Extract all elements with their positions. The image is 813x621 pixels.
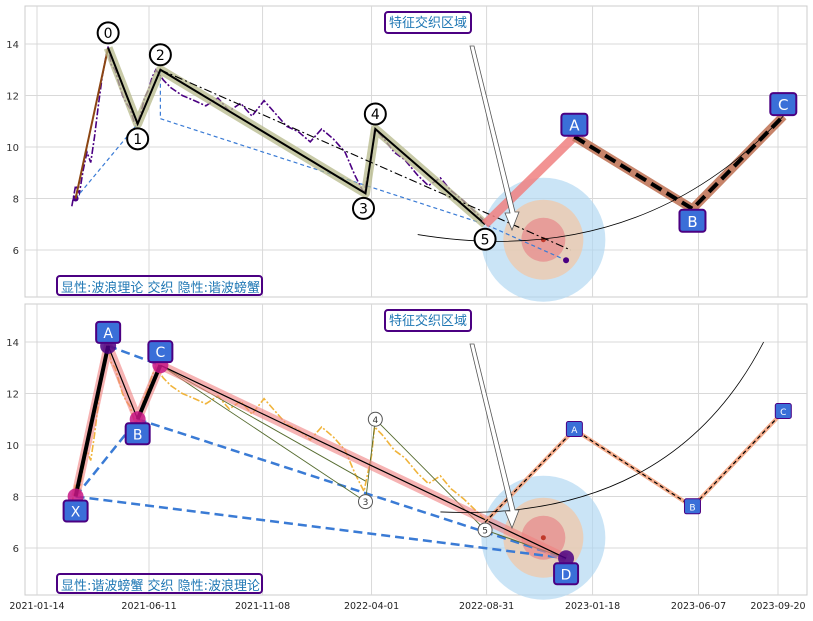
y-tick-label: 14 [6, 338, 19, 349]
forecast-label-box [683, 498, 701, 515]
crab-label-box [124, 422, 151, 446]
annotation-title: 特征交织区域 [389, 15, 467, 31]
forecast-label-box [565, 421, 583, 438]
y-tick-label: 10 [6, 143, 19, 154]
hidden-wave-label-circle [367, 411, 383, 427]
forecast-label: C [778, 96, 788, 114]
crab-bd-line [137, 418, 567, 560]
forecast-label-box [678, 208, 707, 233]
crab-ab-leg [107, 345, 139, 420]
legend-text: 显性:谐波螃蟹 交织 隐性:波浪理论 [61, 578, 260, 594]
wave-label: 5 [481, 232, 490, 248]
crab-cd-leg [160, 364, 567, 559]
x-tick-label: 2023-01-18 [565, 601, 620, 612]
y-tick-label: 6 [13, 246, 19, 257]
crab-xb-line [74, 418, 139, 498]
wave-label-circle [126, 127, 150, 151]
y-tick-label: 12 [6, 390, 19, 401]
plot-area [24, 303, 808, 596]
arrow-to-zone [469, 45, 520, 232]
forecast-label: B [689, 503, 695, 513]
y-tick-label: 8 [13, 493, 19, 504]
wave-label-circle [96, 21, 120, 45]
crab-label-box [95, 320, 122, 344]
x-tick-label: 2022-04-01 [344, 601, 399, 612]
wave-label: 0 [104, 26, 113, 42]
wave-label-circle [148, 43, 172, 67]
x-tick-label: 2023-09-20 [750, 601, 805, 612]
target-zone-center [540, 535, 546, 541]
x-tick-label: 2021-11-08 [235, 601, 290, 612]
crab-label-box [147, 340, 174, 364]
hidden-d-dot [563, 257, 570, 264]
crab-xd-line [75, 495, 567, 560]
annotation-title-box [384, 11, 472, 34]
x-tick-label: 2021-01-14 [9, 601, 64, 612]
annotation-title: 特征交织区域 [389, 313, 467, 329]
y-tick-label: 14 [6, 40, 19, 51]
x-tick-label: 2023-06-07 [671, 601, 726, 612]
time-arc [440, 341, 764, 513]
hidden-wave-label: 3 [363, 498, 369, 508]
hidden-wave-label: 5 [482, 526, 488, 536]
crab-label-box [553, 562, 580, 586]
y-tick-label: 10 [6, 441, 19, 452]
hidden-wave-label-circle [357, 494, 373, 510]
forecast-line [484, 411, 784, 523]
crab-bc-leg [135, 364, 163, 421]
y-tick-label: 8 [13, 195, 19, 206]
crab-label-box [62, 499, 89, 523]
forecast-label: A [571, 426, 578, 436]
forecast-line [573, 114, 785, 212]
wave-label-circle [351, 196, 375, 220]
start-leg [74, 47, 110, 199]
wave-label: 1 [133, 132, 142, 148]
legend-box [56, 275, 263, 296]
forecast-label-box [560, 112, 589, 137]
x-tick-label: 2021-06-11 [121, 601, 176, 612]
wave-label-circle [473, 227, 497, 251]
y-tick-label: 6 [13, 544, 19, 555]
forecast-label: A [569, 117, 580, 135]
wave-label: 4 [371, 107, 380, 123]
plot-area [24, 5, 808, 298]
hidden-wave-label-circle [477, 522, 493, 538]
x-axis: 2021-01-14 2021-06-11 2021-11-08 2022-04-01… [9, 601, 805, 612]
hidden-wave-label: 4 [372, 416, 378, 426]
crab-label: D [561, 567, 572, 583]
crab-label: B [133, 427, 143, 443]
x-tick-label: 2022-08-31 [459, 601, 514, 612]
crab-label: X [71, 505, 81, 521]
annotation-title-box [384, 309, 472, 332]
price-line [71, 344, 486, 521]
legend-box [56, 573, 263, 594]
crab-label: A [103, 326, 113, 342]
y-tick-label: 12 [6, 92, 19, 103]
forecast-band-5a [481, 133, 578, 228]
forecast-label: C [780, 408, 786, 418]
legend-text: 显性:波浪理论 交织 隐性:谐波螃蟹 [61, 280, 260, 296]
forecast-label-box [769, 92, 798, 117]
forecast-label-box [774, 403, 792, 420]
wave-label: 2 [156, 48, 165, 64]
crab-xa-leg [73, 345, 111, 497]
channel-line [160, 69, 571, 251]
wave-line [107, 47, 486, 226]
arrow-to-zone [469, 343, 520, 530]
wave-label: 3 [359, 201, 368, 217]
crab-label: C [155, 345, 165, 361]
forecast-label: B [687, 213, 697, 231]
wave-label-circle [363, 102, 387, 126]
